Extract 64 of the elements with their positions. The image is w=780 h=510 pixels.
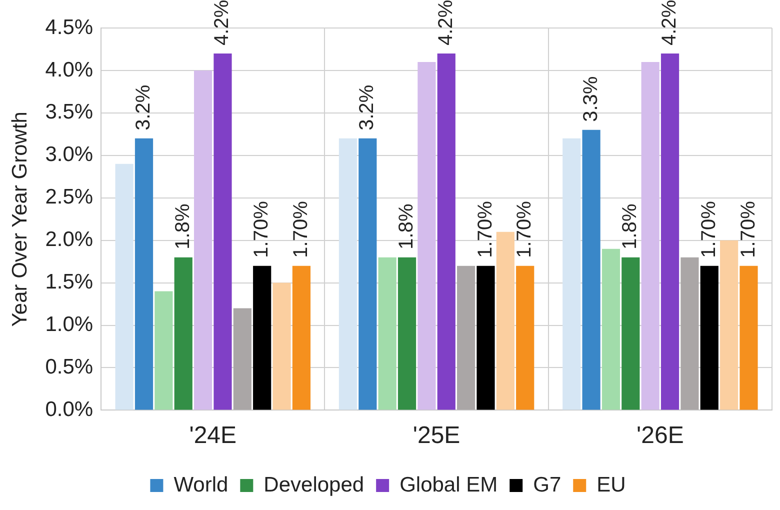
data-label: 1.70% [514, 200, 536, 258]
y-tick-label: 2.5% [45, 186, 94, 209]
data-label: 1.8% [396, 204, 418, 250]
data-label: 1.8% [172, 204, 194, 250]
bar [680, 257, 699, 410]
y-tick-label: 0.5% [45, 356, 94, 379]
bar [660, 53, 680, 410]
x-tick-label: '24E [189, 422, 237, 450]
bar [582, 130, 600, 410]
bar [272, 282, 291, 410]
y-tick-label: 3.0% [45, 143, 94, 166]
bar [496, 232, 514, 410]
bar [476, 266, 495, 410]
bar [292, 266, 311, 410]
data-label: 1.70% [737, 200, 760, 258]
bar [214, 53, 232, 410]
bar [437, 53, 456, 410]
bar [194, 70, 212, 410]
y-tick-label: 4.5% [45, 16, 94, 39]
y-tick-label: 1.0% [45, 313, 94, 336]
bar [338, 138, 358, 410]
bar [622, 257, 640, 410]
data-label: 1.8% [619, 204, 642, 250]
data-label: 1.70% [250, 200, 273, 258]
legend-label: Developed [264, 473, 364, 496]
bar [700, 266, 718, 410]
data-label: 3.2% [356, 84, 378, 130]
bar [378, 257, 396, 410]
bar [115, 164, 134, 410]
y-tick-label: 4.0% [45, 58, 94, 82]
x-tick-label: '25E [412, 422, 460, 450]
y-tick-label: 1.5% [45, 270, 94, 294]
data-label: 1.70% [474, 200, 496, 258]
data-label: 1.70% [290, 200, 312, 258]
bar [154, 291, 173, 410]
bar [740, 266, 758, 410]
data-label: 3.2% [132, 84, 155, 130]
legend-label: G7 [533, 473, 562, 496]
legend-label: EU [596, 473, 626, 496]
bar [253, 266, 272, 410]
legend-label: World [174, 473, 228, 496]
bar [457, 266, 476, 410]
bar [516, 266, 534, 410]
y-axis-title: Year Over Year Growth [8, 112, 32, 327]
y-tick-label: 3.5% [45, 100, 94, 124]
bar [233, 308, 252, 410]
data-label: 1.70% [698, 200, 720, 258]
y-tick-label: 2.0% [45, 228, 94, 252]
x-tick-label: '26E [636, 422, 684, 450]
bar [398, 257, 416, 410]
legend-label: Global EM [400, 473, 498, 496]
bar [562, 138, 581, 410]
y-tick-label: 0.0% [45, 398, 94, 421]
bar [641, 62, 660, 410]
bar [720, 240, 738, 410]
data-label: 4.2% [434, 0, 457, 46]
data-label: 4.2% [658, 0, 681, 46]
bar [174, 257, 192, 410]
bar [358, 138, 377, 410]
bar [602, 248, 620, 410]
data-label: 4.2% [211, 0, 234, 46]
data-label: 3.3% [580, 76, 602, 122]
bar [418, 62, 436, 410]
bar [134, 138, 154, 410]
